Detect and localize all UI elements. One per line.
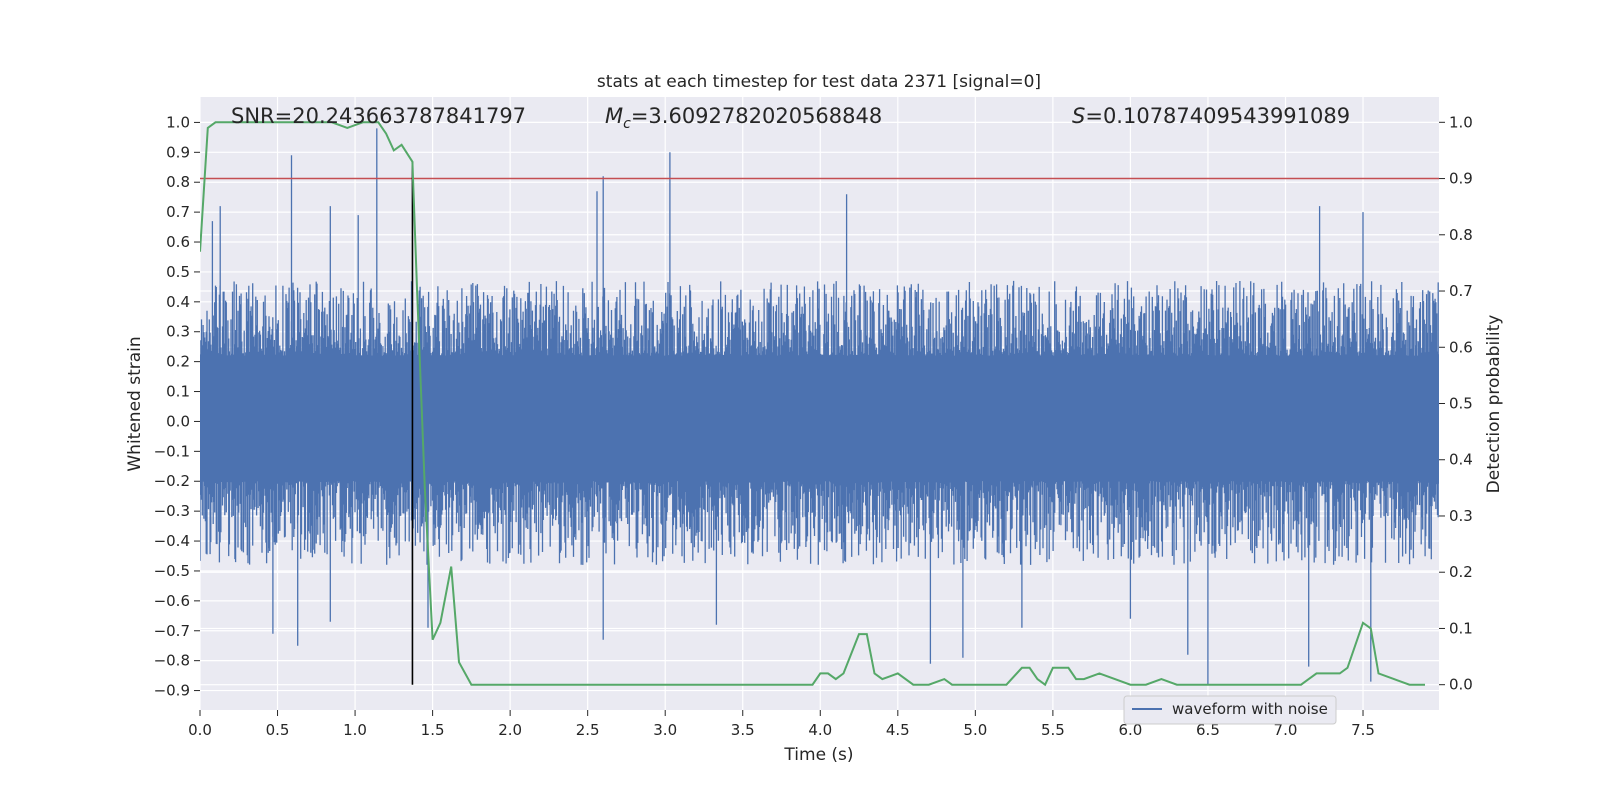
y-axis-left-label: Whitened strain	[125, 336, 145, 471]
y-right-tick-label: 0.9	[1449, 170, 1473, 188]
y-left-tick-label: 0.5	[166, 263, 190, 281]
chirp-mass-value: =3.6092782020568848	[631, 104, 882, 128]
x-tick-label: 5.5	[1041, 721, 1065, 739]
snr-annotation: SNR=20.243663787841797	[231, 104, 526, 128]
y-right-tick-label: 0.6	[1449, 338, 1473, 356]
y-left-tick-label: 0.0	[166, 412, 190, 430]
x-tick-label: 1.0	[343, 721, 367, 739]
y-right-tick-label: 0.7	[1449, 282, 1473, 300]
legend: waveform with noise	[1123, 695, 1337, 725]
chart-title: stats at each timestep for test data 237…	[597, 72, 1041, 92]
y-left-tick-label: −0.8	[154, 652, 190, 670]
x-tick-label: 6.5	[1196, 721, 1220, 739]
x-tick-label: 7.5	[1351, 721, 1375, 739]
x-tick-label: 2.0	[498, 721, 522, 739]
detection-probability-line	[200, 121, 1425, 687]
y-left-tick-label: 0.6	[166, 233, 190, 251]
x-tick-label: 0.5	[266, 721, 290, 739]
y-left-tick-label: −0.3	[154, 502, 190, 520]
legend-box	[1123, 695, 1337, 725]
y-right-tick-label: 0.2	[1449, 563, 1473, 581]
y-left-tick-label: −0.1	[154, 442, 190, 460]
y-axis-right-label: Detection probability	[1484, 315, 1504, 494]
s-annotation: S=0.10787409543991089	[1072, 104, 1350, 128]
y-axis-right: 0.0 0.1 0.2 0.3 0.4 0.5 0.6 0.7 0.8 0.9 1.0	[1439, 113, 1473, 694]
y-left-tick-label: 0.1	[166, 383, 190, 401]
y-left-tick-label: −0.9	[154, 682, 190, 700]
x-tick-label: 4.5	[886, 721, 910, 739]
y-left-tick-label: 0.2	[166, 353, 190, 371]
y-left-tick-label: −0.5	[154, 562, 190, 580]
y-right-tick-label: 1.0	[1449, 113, 1473, 131]
x-tick-label: 6.0	[1118, 721, 1142, 739]
waveform-trace	[200, 128, 1439, 685]
s-symbol: S	[1072, 104, 1085, 128]
x-axis-label: Time (s)	[783, 745, 853, 765]
y-right-tick-label: 0.0	[1449, 676, 1473, 694]
y-right-tick-label: 0.1	[1449, 619, 1473, 637]
y-axis-left: −0.9 −0.8 −0.7 −0.6 −0.5 −0.4 −0.3 −0.2 −0.1 0.0 0…	[154, 113, 200, 700]
y-right-tick-label: 0.3	[1449, 507, 1473, 525]
y-right-tick-label: 0.5	[1449, 395, 1473, 413]
x-tick-label: 0.0	[188, 721, 212, 739]
y-left-tick-label: 0.3	[166, 323, 190, 341]
y-right-tick-label: 0.4	[1449, 451, 1473, 469]
chirp-mass-subscript: c	[623, 116, 631, 132]
y-left-tick-label: 0.9	[166, 143, 190, 161]
x-tick-label: 4.0	[808, 721, 832, 739]
y-left-tick-label: 1.0	[166, 113, 190, 131]
x-axis: 0.0 0.5 1.0 1.5 2.0 2.5 3.0 3.5 4.0 4.5 5.0 5.5 6.0 6…	[188, 710, 1375, 739]
x-tick-label: 1.5	[421, 721, 445, 739]
x-tick-label: 3.0	[653, 721, 677, 739]
y-left-tick-label: −0.4	[154, 532, 190, 550]
chirp-mass-symbol: M	[605, 104, 623, 128]
legend-label: waveform with noise	[1172, 700, 1328, 718]
y-left-tick-label: 0.4	[166, 293, 190, 311]
s-value: =0.10787409543991089	[1085, 104, 1350, 128]
x-tick-label: 2.5	[576, 721, 600, 739]
y-left-tick-label: −0.2	[154, 472, 190, 490]
chirp-mass-annotation: Mc=3.6092782020568848	[605, 104, 882, 132]
y-left-tick-label: −0.7	[154, 622, 190, 640]
y-left-tick-label: 0.7	[166, 203, 190, 221]
x-tick-label: 3.5	[731, 721, 755, 739]
x-tick-label: 5.0	[963, 721, 987, 739]
waveform-series	[200, 128, 1439, 685]
y-right-tick-label: 0.8	[1449, 226, 1473, 244]
y-left-tick-label: 0.8	[166, 173, 190, 191]
y-left-tick-label: −0.6	[154, 592, 190, 610]
x-tick-label: 7.0	[1274, 721, 1298, 739]
